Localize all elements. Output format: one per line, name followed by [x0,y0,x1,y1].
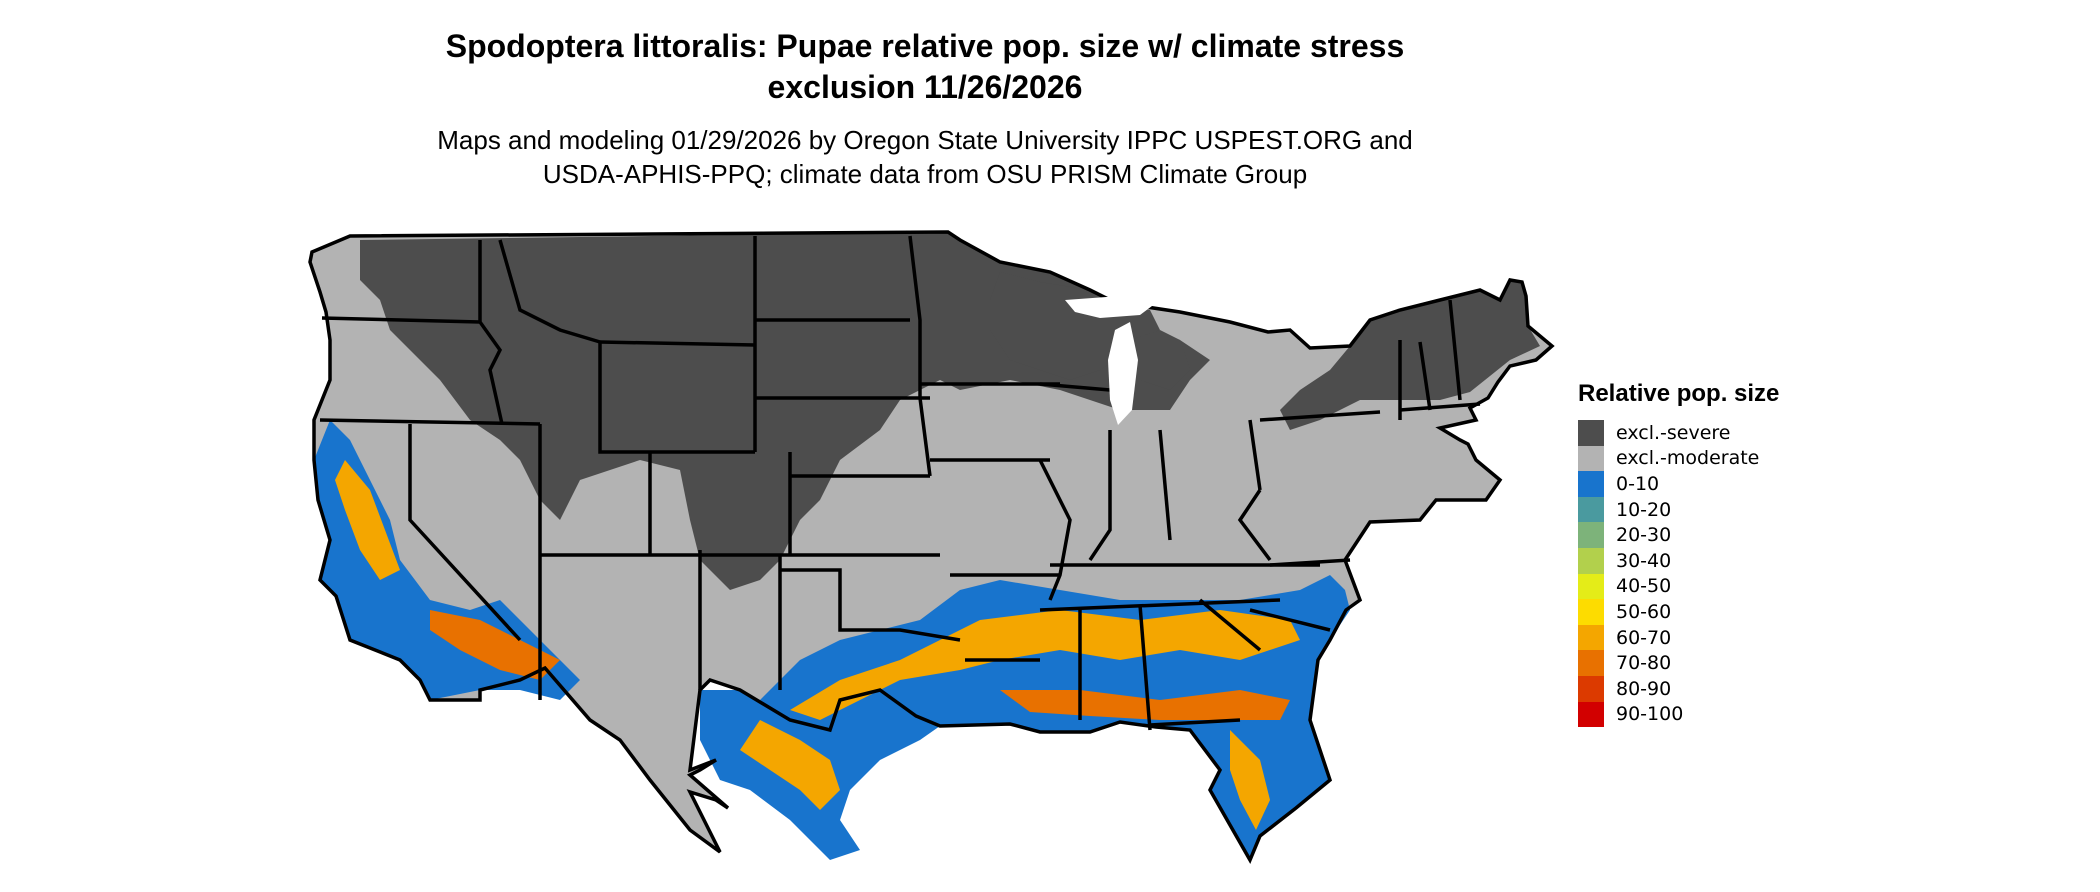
legend-item: 30-40 [1578,547,1779,574]
high-zone-gulf [790,610,1300,720]
map-subtitle-line-1: Maps and modeling 01/29/2026 by Oregon S… [437,125,1413,155]
border-wy-ut [598,342,650,454]
border-ga-sc [1198,598,1262,652]
border-wa-or [321,316,481,324]
high-zone-california [335,460,400,580]
border-id-mt [498,239,601,344]
legend-label: 20-30 [1616,524,1672,547]
state-borders [308,230,1555,864]
border-pa-ny [1259,410,1381,422]
map-subtitle: Maps and modeling 01/29/2026 by Oregon S… [380,123,1470,191]
lake-superior [1065,296,1160,318]
legend-label: excl.-moderate [1616,447,1760,470]
border-wv [1237,489,1272,562]
legend-label: 10-20 [1616,498,1672,521]
severe-zone-michigan [1130,330,1190,390]
legend-swatch [1578,547,1604,574]
map-title-line-1: Spodoptera littoralis: Pupae relative po… [445,28,1405,64]
legend-item: 40-50 [1578,573,1779,600]
border-oh-pa [1248,419,1262,491]
border-in-oh [1158,429,1172,541]
legend-label: 90-100 [1616,703,1684,726]
legend-swatch [1578,624,1604,651]
legend-items: excl.-severe excl.-moderate 0-10 10-20 20-30… [1578,420,1779,728]
legend-label: 40-50 [1616,575,1672,598]
legend-swatch [1578,701,1604,728]
legend-label: 30-40 [1616,549,1672,572]
map-title-line-2: exclusion 11/26/2026 [767,69,1083,105]
border-nc-sc [1249,608,1331,632]
suitable-zone-california [314,420,580,700]
border-nd-mn [908,235,932,477]
border-al-ga [1138,604,1152,731]
legend-label: 60-70 [1616,626,1672,649]
legend-item: 0-10 [1578,471,1779,497]
border-vt-nh [1418,341,1432,411]
legend-item: 20-30 [1578,522,1779,548]
border-ok-tx [780,568,961,642]
legend-swatch [1578,599,1604,625]
legend-swatch [1578,420,1604,446]
us-outline [308,230,1555,864]
legend-item: 50-60 [1578,599,1779,625]
legend-swatch [1578,650,1604,676]
legend-label: 50-60 [1616,600,1672,623]
legend-swatch [1578,522,1604,548]
border-mo-east [1038,459,1072,601]
legend-swatch [1578,573,1604,600]
lake-michigan [1108,322,1138,425]
high-zone-gulf-2 [1000,690,1290,720]
legend-swatch [1578,471,1604,497]
legend-item: excl.-moderate [1578,445,1779,472]
legend-title: Relative pop. size [1578,380,1780,407]
border-id-west [478,240,504,425]
legend: Relative pop. size excl.-severe excl.-mod… [1578,380,1780,728]
legend-swatch [1578,445,1604,472]
border-ca-nv [408,424,522,642]
high-zone-texas [740,720,840,810]
legend-label: excl.-severe [1616,421,1731,444]
legend-label: 0-10 [1616,472,1660,495]
legend-label: 70-80 [1616,652,1672,675]
legend-item: excl.-severe [1578,420,1779,446]
border-il-in [1088,430,1112,561]
border-va-nc [1269,558,1351,567]
high-zone-florida [1230,730,1270,830]
border-wi-il [1039,382,1111,392]
legend-label: 80-90 [1616,677,1672,700]
border-tn-south [1039,598,1281,612]
border-ga-fl [1149,718,1241,727]
border-nh-me [1448,299,1462,401]
legend-item: 90-100 [1578,701,1779,728]
legend-item: 70-80 [1578,650,1779,676]
border-mt-wy [599,340,756,347]
legend-item: 60-70 [1578,624,1779,651]
severe-zone-northeast [1280,280,1540,430]
legend-item: 10-20 [1578,496,1779,523]
border-ma [1399,402,1481,412]
legend-swatch [1578,675,1604,702]
map-subtitle-line-2: USDA-APHIS-PPQ; climate data from OSU PR… [542,159,1308,189]
map-title: Spodoptera littoralis: Pupae relative po… [380,26,1470,108]
legend-swatch [1578,496,1604,523]
high-zone-arizona [430,610,560,680]
legend-item: 80-90 [1578,675,1779,702]
